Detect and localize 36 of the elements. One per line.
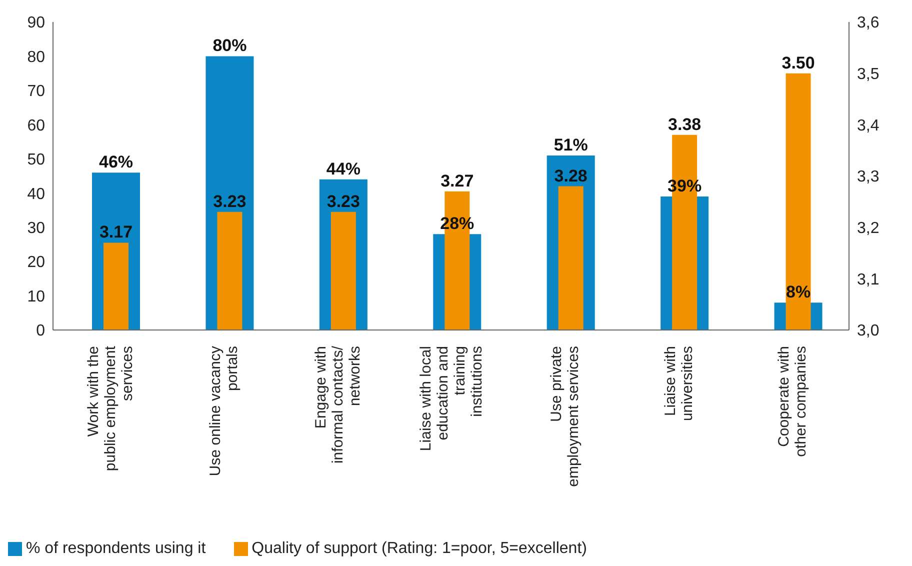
y-tick-label: 20 [27, 254, 46, 272]
y2-tick-label: 3,1 [857, 271, 880, 288]
data-label: 44% [326, 159, 360, 178]
y-tick-label: 70 [27, 83, 46, 100]
x-tick-label: Engage with informal contacts/ networks [312, 345, 364, 464]
y-tick-label: 0 [36, 322, 46, 340]
x-tick-label: Liaise with local education and training institutions [418, 346, 486, 452]
y-tick-label: 10 [27, 288, 46, 306]
y2-tick-label: 3,2 [857, 220, 880, 238]
data-label: 80% [212, 36, 247, 56]
data-label: 46% [98, 152, 134, 172]
data-label: 3.23 [326, 192, 360, 211]
y-tick-label: 40 [27, 186, 46, 203]
data-label: 3.23 [213, 192, 246, 211]
y-tick-label: 30 [27, 220, 46, 238]
y2-tick-label: 3,0 [857, 322, 880, 340]
data-label: 3.50 [782, 53, 815, 72]
y2-tick-label: 3,5 [857, 66, 880, 84]
data-label: 51% [554, 135, 588, 154]
data-label: 3.28 [554, 166, 588, 186]
y-tick-label: 60 [27, 117, 46, 134]
y-tick-label: 80 [27, 48, 46, 66]
y-tick-label: 50 [27, 152, 46, 169]
data-label: 3.38 [668, 114, 702, 134]
y-tick-label: 90 [27, 14, 46, 32]
y2-tick-label: 3,3 [857, 168, 880, 186]
legend-label: % of respondents using it [26, 540, 206, 557]
data-label: 8% [786, 282, 811, 302]
legend-label: Quality of support (Rating: 1=poor, 5=excellent) [252, 540, 587, 557]
x-tick-label: Use online vacancy portals [207, 346, 242, 476]
y2-tick-label: 3,6 [857, 14, 880, 32]
data-label: 3.17 [99, 222, 133, 242]
x-tick-label: Liaise with universities [662, 346, 696, 422]
y2-tick-label: 3,4 [857, 117, 880, 134]
x-tick-label: Work with the public employment services [84, 345, 136, 472]
data-label: 3.27 [440, 171, 474, 190]
